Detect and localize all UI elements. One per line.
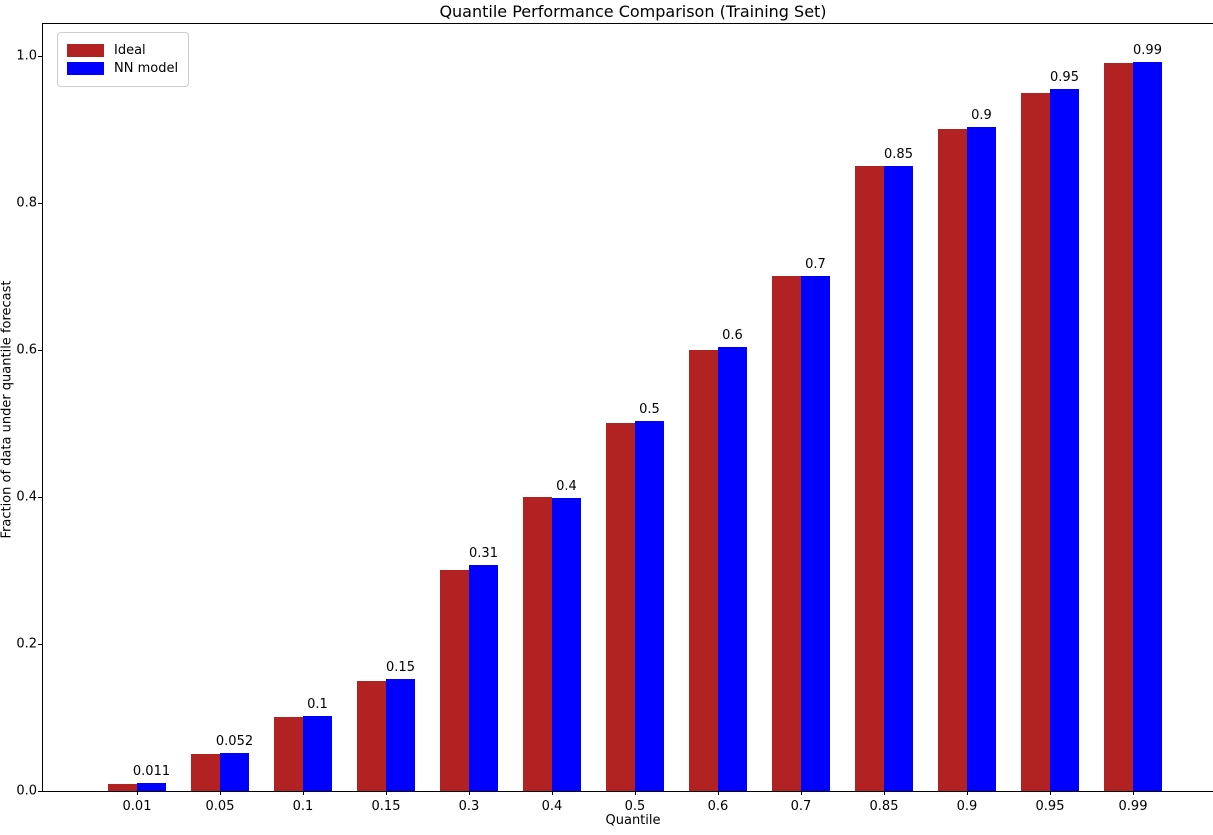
bar-nn-model-0.05 bbox=[220, 753, 249, 791]
bar-value-label: 0.1 bbox=[307, 697, 328, 712]
bar-ideal-0.1 bbox=[274, 717, 303, 791]
y-tick-label: 0.6 bbox=[16, 342, 37, 358]
bar-value-label: 0.5 bbox=[639, 402, 660, 417]
bar-nn-model-0.5 bbox=[635, 421, 664, 791]
y-tick-label: 0.2 bbox=[16, 636, 37, 652]
x-tick-label: 0.05 bbox=[205, 799, 235, 814]
x-tick-label: 0.99 bbox=[1118, 799, 1148, 814]
bar-ideal-0.01 bbox=[108, 784, 137, 791]
x-axis-label: Quantile bbox=[605, 813, 661, 828]
y-tick-label: 1.0 bbox=[16, 48, 37, 64]
x-tick bbox=[967, 791, 968, 795]
x-tick-label: 0.3 bbox=[458, 799, 480, 814]
bar-ideal-0.95 bbox=[1021, 93, 1050, 791]
x-tick-label: 0.95 bbox=[1035, 799, 1065, 814]
y-tick bbox=[38, 56, 42, 57]
bar-nn-model-0.4 bbox=[552, 498, 581, 791]
bar-ideal-0.7 bbox=[772, 276, 801, 791]
bar-nn-model-0.85 bbox=[884, 166, 913, 791]
x-tick-label: 0.85 bbox=[869, 799, 899, 814]
bar-value-label: 0.4 bbox=[556, 479, 577, 494]
legend-swatch bbox=[67, 62, 104, 75]
y-tick bbox=[38, 350, 42, 351]
bar-nn-model-0.7 bbox=[801, 276, 830, 791]
legend-swatch bbox=[67, 44, 104, 57]
x-tick bbox=[137, 791, 138, 795]
bar-value-label: 0.6 bbox=[722, 328, 743, 343]
bar-nn-model-0.15 bbox=[386, 679, 415, 791]
legend: Ideal NN model bbox=[57, 32, 190, 87]
y-tick bbox=[38, 203, 42, 204]
bar-ideal-0.3 bbox=[440, 570, 469, 791]
x-tick-label: 0.5 bbox=[624, 799, 646, 814]
x-tick bbox=[469, 791, 470, 795]
legend-item-ideal: Ideal bbox=[67, 43, 178, 58]
bar-ideal-0.05 bbox=[191, 754, 220, 791]
y-axis-label: Fraction of data under quantile forecast bbox=[0, 280, 15, 539]
x-tick bbox=[718, 791, 719, 795]
bar-value-label: 0.31 bbox=[469, 546, 498, 561]
legend-item-nn-model: NN model bbox=[67, 61, 178, 76]
bar-value-label: 0.052 bbox=[215, 734, 254, 749]
legend-label: Ideal bbox=[114, 43, 146, 58]
bar-value-label: 0.95 bbox=[1050, 70, 1079, 85]
x-tick-label: 0.9 bbox=[956, 799, 978, 814]
bar-nn-model-0.01 bbox=[137, 783, 166, 791]
x-tick bbox=[303, 791, 304, 795]
x-tick bbox=[1133, 791, 1134, 795]
bar-nn-model-0.1 bbox=[303, 716, 332, 791]
bar-value-label: 0.15 bbox=[386, 660, 415, 675]
x-tick bbox=[220, 791, 221, 795]
x-tick bbox=[1050, 791, 1051, 795]
x-tick-label: 0.01 bbox=[122, 799, 152, 814]
x-tick bbox=[386, 791, 387, 795]
x-tick bbox=[635, 791, 636, 795]
chart-title: Quantile Performance Comparison (Trainin… bbox=[439, 2, 827, 21]
x-tick-label: 0.1 bbox=[292, 799, 314, 814]
x-tick bbox=[801, 791, 802, 795]
y-tick-label: 0.0 bbox=[16, 783, 37, 799]
bar-nn-model-0.9 bbox=[967, 127, 996, 791]
bar-nn-model-0.95 bbox=[1050, 89, 1079, 791]
bar-nn-model-0.3 bbox=[469, 565, 498, 791]
x-tick bbox=[884, 791, 885, 795]
y-tick-label: 0.4 bbox=[16, 489, 37, 505]
plot-area: 0.011 0.01 0.052 0.05 0.1 0.1 0.15 0.15 0.31 0.3 0… bbox=[16, 23, 1213, 814]
x-tick bbox=[552, 791, 553, 795]
x-tick-label: 0.6 bbox=[707, 799, 729, 814]
x-tick-label: 0.7 bbox=[790, 799, 812, 814]
y-tick bbox=[38, 644, 42, 645]
x-tick-label: 0.4 bbox=[541, 799, 563, 814]
bar-value-label: 0.85 bbox=[884, 147, 913, 162]
bar-value-label: 0.9 bbox=[971, 108, 992, 123]
bar-value-label: 0.7 bbox=[805, 257, 826, 272]
bar-ideal-0.9 bbox=[938, 129, 967, 791]
bar-value-label: 0.99 bbox=[1133, 43, 1162, 58]
bar-ideal-0.15 bbox=[357, 681, 386, 791]
x-tick-label: 0.15 bbox=[371, 799, 401, 814]
bar-ideal-0.4 bbox=[523, 497, 552, 791]
bar-ideal-0.6 bbox=[689, 350, 718, 791]
bar-nn-model-0.99 bbox=[1133, 62, 1162, 791]
bar-ideal-0.99 bbox=[1104, 63, 1133, 791]
y-tick bbox=[38, 791, 42, 792]
y-tick bbox=[38, 497, 42, 498]
y-tick-label: 0.8 bbox=[16, 195, 37, 211]
bar-ideal-0.85 bbox=[855, 166, 884, 791]
bar-ideal-0.5 bbox=[606, 423, 635, 791]
bar-value-label: 0.011 bbox=[132, 764, 171, 779]
legend-label: NN model bbox=[114, 61, 179, 76]
bar-nn-model-0.6 bbox=[718, 347, 747, 791]
